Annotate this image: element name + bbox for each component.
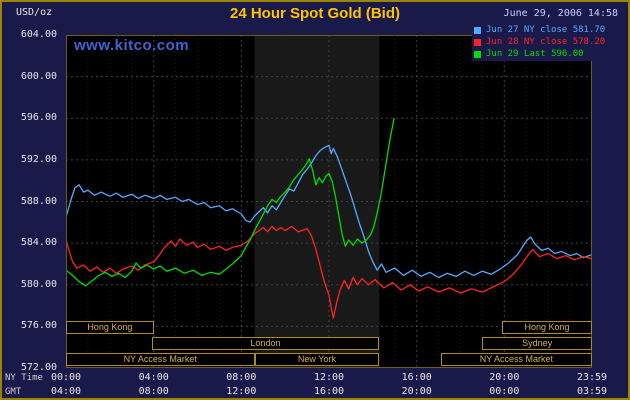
y-axis-label: 600.00 [20, 71, 57, 82]
plot-area: www.kitco.com Hong Kong Hong Kong London Sy… [66, 35, 592, 368]
x-axis-label: 12:00 [313, 372, 345, 383]
session-box-hong-kong: Hong Kong [66, 321, 154, 334]
y-axis-label: 584.00 [20, 237, 57, 248]
legend-label: Jun 28 NY close 578.20 [486, 37, 606, 47]
series-jun-28 [66, 225, 592, 319]
legend-item: Jun 28 NY close 578.20 [474, 36, 618, 48]
x-axis-label: 12:00 [226, 386, 257, 397]
x-axis-label: 08:00 [226, 372, 257, 383]
legend-swatch-icon [474, 26, 481, 34]
y-axis-label: 572.00 [20, 362, 57, 373]
session-box-hong-kong: Hong Kong [502, 321, 592, 334]
y-axis-label: 576.00 [20, 320, 57, 331]
x-axis-label: 08:00 [138, 386, 169, 397]
session-box-ny-access-market: NY Access Market [440, 353, 592, 366]
x-axis-label: 04:00 [50, 386, 82, 397]
x-axis-label: 20:00 [489, 372, 520, 383]
y-axis-unit: USD/oz [16, 7, 53, 18]
session-box-ny-access-market: NY Access Market [66, 353, 255, 366]
x-axis-label: 23:59 [576, 372, 608, 383]
ny-time-axis-label: NY Time [5, 373, 43, 383]
x-axis-label: 04:00 [138, 372, 169, 383]
chart-title: 24 Hour Spot Gold (Bid) [230, 5, 400, 22]
session-layer: Hong Kong Hong Kong London Sydney NY Access … [66, 35, 592, 368]
chart-datetime: June 29, 2006 14:58 [503, 8, 618, 19]
x-axis-label: 16:00 [401, 372, 432, 383]
legend: Jun 27 NY close 581.70 Jun 28 NY close 57… [472, 23, 620, 61]
x-axis-label: 00:00 [489, 386, 520, 397]
session-box-sydney: Sydney [482, 337, 592, 350]
legend-item: Jun 29 Last 596.00 [474, 48, 618, 60]
y-axis-label: 592.00 [20, 154, 57, 165]
gmt-axis-label: GMT [5, 387, 22, 397]
plot-frame [66, 35, 592, 368]
legend-label: Jun 29 Last 596.00 [486, 49, 584, 59]
x-axis-ny-time: 00:00 04:00 08:00 12:00 16:00 20:00 23:59 [51, 372, 607, 383]
x-axis-label: 00:00 [50, 372, 82, 383]
series-jun-27 [66, 144, 592, 279]
y-axis-label: 596.00 [20, 112, 57, 123]
series-jun-29 [66, 118, 395, 287]
y-axis-label: 580.00 [20, 279, 57, 290]
legend-label: Jun 27 NY close 581.70 [486, 25, 606, 35]
x-axis-label: 16:00 [313, 386, 345, 397]
session-box-new-york: New York [254, 353, 380, 366]
legend-item: Jun 27 NY close 581.70 [474, 24, 618, 36]
plot-svg [66, 35, 592, 368]
y-axis: 604.00 600.00 596.00 592.00 588.00 584.00 580.… [2, 30, 62, 373]
kitco-watermark: www.kitco.com [74, 37, 190, 54]
legend-swatch-icon [474, 50, 481, 58]
session-box-london: London [151, 337, 380, 350]
x-axis-label: 03:59 [576, 386, 608, 397]
legend-swatch-icon [474, 38, 481, 46]
x-axis-gmt: 04:00 08:00 12:00 16:00 20:00 00:00 03:59 [51, 386, 607, 397]
y-axis-label: 604.00 [20, 29, 57, 40]
y-axis-label: 588.00 [20, 196, 57, 207]
x-axis-label: 20:00 [401, 386, 432, 397]
